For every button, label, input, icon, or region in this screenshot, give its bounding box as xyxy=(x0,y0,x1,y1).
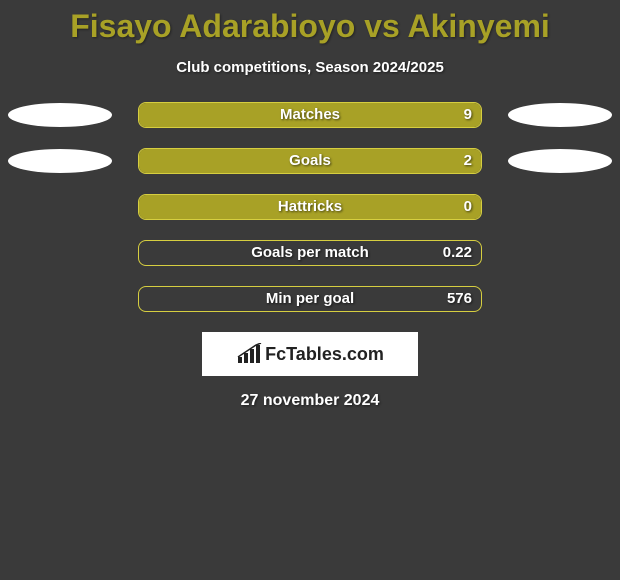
right-player-marker xyxy=(508,149,612,173)
bar-track xyxy=(138,286,482,312)
bar-fill xyxy=(139,149,481,173)
left-player-marker xyxy=(8,103,112,127)
logo-box: FcTables.com xyxy=(202,332,418,376)
bar-track xyxy=(138,102,482,128)
bar-track xyxy=(138,194,482,220)
bar-chart-icon xyxy=(236,343,262,365)
date-text: 27 november 2024 xyxy=(0,392,620,410)
stat-row: Goals2 xyxy=(0,148,620,174)
bar-fill xyxy=(139,195,481,219)
page-title: Fisayo Adarabioyo vs Akinyemi xyxy=(0,0,620,45)
subtitle: Club competitions, Season 2024/2025 xyxy=(0,59,620,76)
stat-row: Hattricks0 xyxy=(0,194,620,220)
stat-row: Matches9 xyxy=(0,102,620,128)
bar-track xyxy=(138,240,482,266)
left-player-marker xyxy=(8,149,112,173)
bar-track xyxy=(138,148,482,174)
bar-fill xyxy=(139,103,481,127)
comparison-chart: Matches9 Goals2 Hattricks0 Goals per match0… xyxy=(0,102,620,312)
stat-row: Goals per match0.22 xyxy=(0,240,620,266)
right-player-marker xyxy=(508,103,612,127)
logo: FcTables.com xyxy=(236,343,384,365)
logo-text: FcTables.com xyxy=(265,344,384,365)
stat-row: Min per goal576 xyxy=(0,286,620,312)
